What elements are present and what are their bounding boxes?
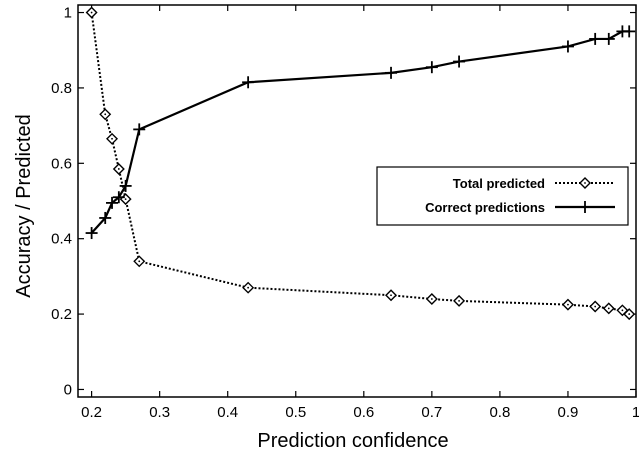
data-point-diamond-dot (458, 299, 460, 302)
data-point-diamond-dot (594, 305, 597, 308)
data-point-plus (385, 66, 398, 79)
data-point-plus (119, 179, 132, 192)
y-axis-title: Accuracy / Predicted (13, 114, 35, 297)
data-point-diamond-dot (628, 313, 631, 315)
data-point-plus (602, 32, 615, 45)
data-point-diamond-dot (621, 309, 624, 312)
y-tick-label: 1 (64, 5, 72, 22)
data-point-plus (133, 123, 146, 136)
plot-frame (77, 4, 637, 398)
y-tick-label: 0.2 (51, 306, 72, 323)
legend-marker-plus (579, 201, 591, 213)
series-line-0 (90, 12, 630, 315)
legend-marker-diamond-dot (584, 182, 586, 184)
data-point-diamond-dot (607, 307, 610, 310)
data-point-diamond-dot (104, 113, 107, 116)
data-point-plus (453, 55, 466, 68)
data-point-diamond-dot (390, 294, 392, 297)
x-tick-label: 0.5 (285, 404, 306, 421)
y-tick-label: 0.8 (51, 80, 72, 97)
data-point-plus (623, 25, 636, 38)
x-tick-label: 0.6 (353, 404, 374, 421)
legend-label: Correct predictions (425, 200, 545, 215)
x-axis-title: Prediction confidence (257, 430, 448, 452)
data-point-diamond-dot (111, 137, 113, 140)
data-point-plus (106, 196, 119, 209)
data-point-diamond-dot (117, 168, 120, 170)
x-tick-label: 0.8 (489, 404, 510, 421)
data-point-plus (561, 40, 574, 53)
data-point-diamond-dot (138, 260, 141, 263)
x-tick-label: 0.9 (558, 404, 579, 421)
y-tick-label: 0.4 (51, 231, 72, 248)
data-point-plus (112, 191, 125, 204)
x-tick-label: 0.3 (149, 404, 170, 421)
data-point-plus (425, 61, 438, 74)
y-tick-label: 0.6 (51, 155, 72, 172)
data-point-diamond-dot (90, 11, 93, 14)
data-point-plus (85, 227, 98, 240)
x-tick-label: 0.4 (217, 404, 238, 421)
x-tick-label: 0.7 (421, 404, 442, 421)
data-point-plus (589, 32, 602, 45)
x-tick-label: 0.2 (81, 404, 102, 421)
legend-box (376, 166, 629, 226)
data-point-plus (99, 211, 112, 224)
data-point-diamond-dot (124, 198, 127, 201)
x-tick-label: 1 (632, 404, 639, 421)
data-point-diamond-dot (430, 298, 433, 300)
legend-label: Total predicted (453, 176, 545, 191)
y-tick-label: 0 (64, 381, 72, 398)
data-point-diamond-dot (567, 303, 569, 306)
data-point-plus (242, 76, 255, 89)
data-point-diamond-dot (247, 286, 250, 289)
